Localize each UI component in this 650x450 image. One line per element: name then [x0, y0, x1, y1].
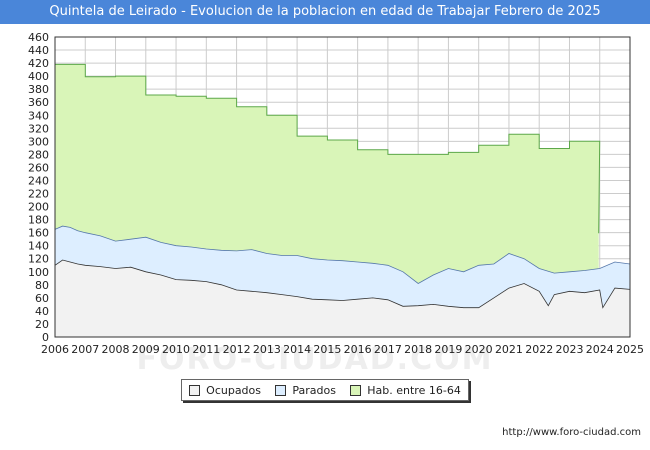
y-tick-label: 40 — [35, 305, 49, 318]
legend-swatch-ocupados — [189, 384, 201, 396]
x-tick-label: 2012 — [223, 343, 251, 356]
y-tick-label: 160 — [28, 227, 49, 240]
legend-label-parados: Parados — [292, 383, 336, 397]
series-ocupados-area — [55, 260, 630, 337]
y-tick-label: 80 — [35, 279, 49, 292]
series-group — [54, 63, 631, 338]
legend-item-ocupados: Ocupados — [189, 384, 261, 397]
y-tick-label: 0 — [42, 331, 49, 344]
x-tick-label: 2018 — [404, 343, 432, 356]
legend: Ocupados Parados Hab. entre 16-64 — [181, 379, 469, 401]
chart-area: FORO-CIUDAD.COM 020406080100120140160180… — [28, 31, 644, 377]
y-tick-label: 120 — [28, 253, 49, 266]
y-tick-label: 460 — [28, 31, 49, 44]
y-tick-label: 280 — [28, 148, 49, 161]
series-parados-line — [54, 225, 631, 284]
x-tick-label: 2007 — [71, 343, 99, 356]
x-tick-label: 2006 — [41, 343, 69, 356]
source-url[interactable]: http://www.foro-ciudad.com — [502, 427, 641, 438]
watermark: FORO-CIUDAD.COM — [137, 342, 494, 377]
x-tick-label: 2020 — [465, 343, 493, 356]
axes: 0204060801001201401601802002202402602803… — [28, 31, 644, 356]
x-tick-label: 2011 — [192, 343, 220, 356]
y-tick-label: 400 — [28, 70, 49, 83]
y-tick-label: 20 — [35, 318, 49, 331]
x-tick-label: 2009 — [132, 343, 160, 356]
y-tick-label: 200 — [28, 201, 49, 214]
y-tick-label: 180 — [28, 214, 49, 227]
x-tick-label: 2014 — [283, 343, 311, 356]
y-tick-label: 300 — [28, 135, 49, 148]
legend-label-hab: Hab. entre 16-64 — [367, 383, 461, 397]
y-tick-label: 140 — [28, 240, 49, 253]
x-tick-label: 2016 — [344, 343, 372, 356]
y-tick-label: 420 — [28, 57, 49, 70]
x-tick-label: 2023 — [555, 343, 583, 356]
x-tick-label: 2010 — [162, 343, 190, 356]
x-tick-label: 2024 — [586, 343, 614, 356]
y-tick-label: 340 — [28, 109, 49, 122]
x-tick-label: 2017 — [374, 343, 402, 356]
y-tick-label: 220 — [28, 188, 49, 201]
x-tick-label: 2025 — [616, 343, 644, 356]
y-tick-label: 260 — [28, 161, 49, 174]
y-tick-label: 60 — [35, 292, 49, 305]
y-tick-label: 440 — [28, 44, 49, 57]
y-tick-label: 380 — [28, 83, 49, 96]
legend-label-ocupados: Ocupados — [206, 383, 262, 397]
series-hab-line — [55, 63, 601, 234]
legend-item-hab: Hab. entre 16-64 — [350, 384, 461, 397]
x-tick-label: 2019 — [434, 343, 462, 356]
legend-item-parados: Parados — [275, 384, 336, 397]
chart-title: Quintela de Leirado - Evolucion de la po… — [0, 0, 650, 24]
legend-swatch-hab — [350, 384, 362, 396]
x-tick-label: 2021 — [495, 343, 523, 356]
y-tick-label: 240 — [28, 174, 49, 187]
x-tick-label: 2013 — [253, 343, 281, 356]
y-tick-label: 100 — [28, 266, 49, 279]
series-ocupados-line — [54, 259, 631, 309]
y-tick-label: 320 — [28, 122, 49, 135]
plot-border — [54, 36, 631, 338]
x-tick-label: 2015 — [313, 343, 341, 356]
x-tick-label: 2022 — [525, 343, 553, 356]
x-tick-label: 2008 — [102, 343, 130, 356]
legend-swatch-parados — [275, 384, 287, 396]
y-tick-label: 360 — [28, 96, 49, 109]
